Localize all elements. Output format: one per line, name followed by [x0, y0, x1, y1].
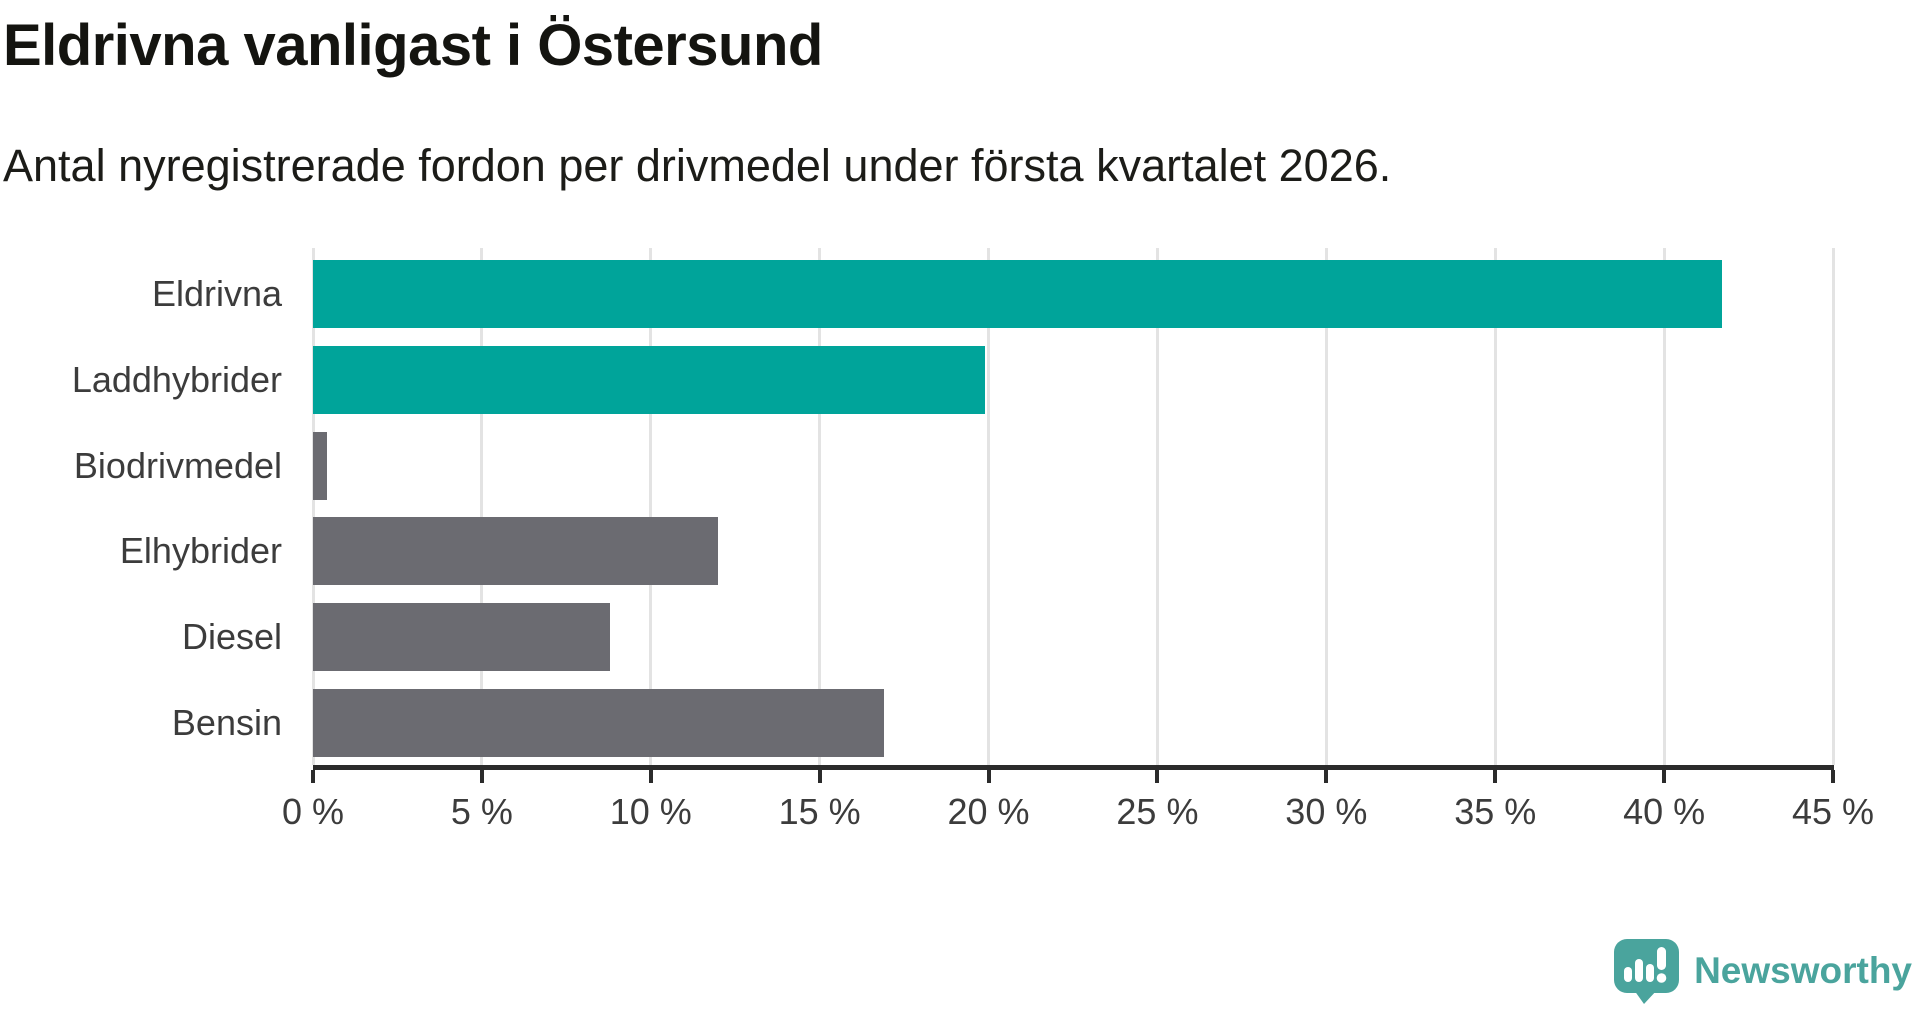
bar-eldrivna	[313, 260, 1722, 328]
category-labels: Eldrivna Laddhybrider Biodrivmedel Elhybrid…	[0, 248, 282, 766]
newsworthy-logo-text: Newsworthy	[1694, 950, 1912, 991]
gridline-5-percent	[480, 248, 484, 765]
category-label-bensin: Bensin	[171, 702, 282, 743]
x-axis-tick-45	[1831, 770, 1835, 783]
x-axis-tick-0	[311, 770, 315, 783]
chart-subtitle: Antal nyregistrerade fordon per drivmede…	[3, 140, 1392, 191]
chart-title: Eldrivna vanligast i Östersund	[3, 13, 823, 78]
x-axis-tick-label-30: 30 %	[1285, 791, 1368, 832]
bar-bensin	[313, 689, 884, 757]
x-axis-line	[313, 765, 1834, 770]
gridline-10-percent	[649, 248, 653, 765]
x-axis-tick-label-0: 0 %	[281, 791, 345, 832]
bar-diesel	[313, 603, 611, 672]
x-axis-tick-label-15: 15 %	[778, 791, 861, 832]
newsworthy-logo: Newsworthy	[1613, 938, 1912, 1004]
x-axis-tick-label-45: 45 %	[1791, 791, 1875, 832]
gridline-40-percent	[1662, 248, 1666, 765]
category-label-elhybrider: Elhybrider	[119, 530, 282, 572]
x-axis-tick-15	[817, 770, 822, 783]
category-label-eldrivna: Eldrivna	[151, 273, 282, 314]
gridline-45-percent	[1831, 248, 1835, 765]
gridline-15-percent	[818, 248, 822, 765]
x-axis-tick-10	[648, 770, 653, 783]
gridline-20-percent	[987, 248, 991, 765]
gridline-0-percent	[311, 248, 315, 765]
x-axis-tick-20	[986, 770, 991, 783]
gridline-35-percent	[1493, 248, 1497, 765]
bar-biodrivmedel	[313, 431, 327, 500]
x-axis-tick-label-5: 5 %	[450, 791, 513, 832]
x-axis-tick-label-25: 25 %	[1116, 791, 1199, 832]
gridline-25-percent	[1155, 248, 1159, 765]
x-axis-tick-30	[1324, 770, 1329, 783]
x-axis-tick-5	[479, 770, 484, 783]
plot-area: 0 % 5 % 10 % 15 % 20 % 25 % 30 % 35 % 40 % 45 %	[282, 248, 1874, 832]
bar-elhybrider	[313, 517, 719, 586]
category-label-biodrivmedel: Biodrivmedel	[73, 444, 282, 486]
bar-laddhybrider	[313, 345, 986, 414]
category-label-laddhybrider: Laddhybrider	[71, 358, 282, 400]
x-axis-tick-35	[1493, 770, 1498, 783]
x-axis-tick-25	[1155, 770, 1160, 783]
newsworthy-logo-icon	[1614, 939, 1680, 1004]
x-axis-tick-label-10: 10 %	[609, 791, 692, 832]
x-axis-tick-label-40: 40 %	[1623, 791, 1706, 832]
x-axis-tick-40	[1662, 770, 1667, 783]
category-label-diesel: Diesel	[181, 616, 282, 658]
x-axis-tick-label-35: 35 %	[1454, 791, 1537, 832]
gridline-30-percent	[1324, 248, 1328, 765]
x-axis-tick-label-20: 20 %	[947, 791, 1030, 832]
